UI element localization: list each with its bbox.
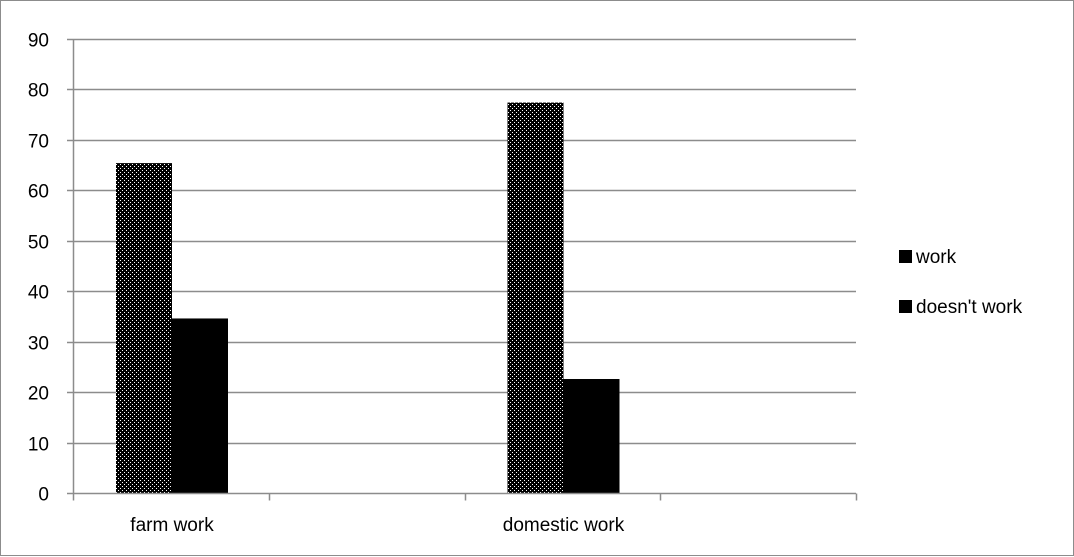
- category-labels: farm work domestic work: [130, 515, 624, 536]
- y-tick-label: 0: [38, 485, 49, 506]
- legend-swatch: [899, 250, 912, 263]
- legend-swatch: [899, 300, 912, 313]
- bar-doesnt-work-1: [563, 378, 620, 493]
- axes: [67, 38, 858, 501]
- bar-work-0: [116, 163, 172, 494]
- y-tick-label: 50: [28, 233, 49, 254]
- legend-label: work: [915, 247, 957, 268]
- y-tick-label: 20: [28, 384, 49, 405]
- y-tick-label: 30: [28, 334, 49, 355]
- y-tick-label: 10: [28, 435, 49, 456]
- bar-work-1: [507, 102, 564, 493]
- legend: work doesn't work: [899, 247, 1023, 318]
- bars: [116, 102, 620, 494]
- y-tick-label: 70: [28, 132, 49, 153]
- x-category-label: domestic work: [503, 515, 625, 536]
- y-tick-label: 40: [28, 283, 49, 304]
- bar-doesnt-work-0: [172, 318, 228, 493]
- y-tick-label: 80: [28, 81, 49, 102]
- y-tick-label: 60: [28, 182, 49, 203]
- y-tick-labels: 0 10 20 30 40 50 60 70 80 90: [28, 31, 49, 506]
- y-tick-label: 90: [28, 31, 49, 52]
- legend-label: doesn't work: [916, 297, 1023, 318]
- x-category-label: farm work: [130, 515, 214, 536]
